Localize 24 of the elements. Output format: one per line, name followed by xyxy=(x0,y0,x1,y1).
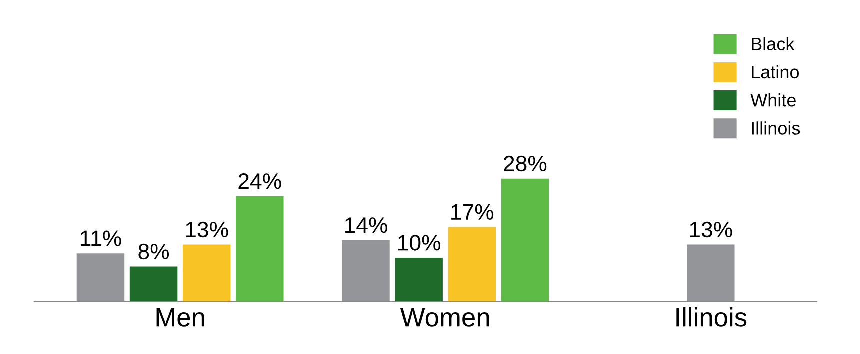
bar xyxy=(130,266,178,302)
data-label: 17% xyxy=(452,204,494,220)
bar xyxy=(182,244,231,302)
legend-label: Latino xyxy=(752,65,800,79)
bar xyxy=(342,240,390,302)
data-label: 13% xyxy=(690,222,732,238)
data-label: 10% xyxy=(398,235,441,251)
legend-label: Illinois xyxy=(752,122,800,135)
legend-label: White xyxy=(750,94,796,107)
data-label: 11% xyxy=(81,230,122,246)
x-tick-label: Illinois xyxy=(676,308,747,327)
x-tick-label: Men xyxy=(156,308,204,327)
x-tick-label: Women xyxy=(400,308,490,327)
bar xyxy=(236,196,284,302)
bar xyxy=(448,227,496,302)
data-label: 13% xyxy=(186,222,228,238)
bar xyxy=(395,258,443,302)
data-label: 14% xyxy=(345,218,388,234)
data-label: 24% xyxy=(238,174,282,190)
bar xyxy=(76,254,125,302)
data-label: 28% xyxy=(504,156,547,172)
bar xyxy=(501,178,550,302)
data-label: 8% xyxy=(138,244,170,260)
legend-label: Black xyxy=(752,37,795,51)
